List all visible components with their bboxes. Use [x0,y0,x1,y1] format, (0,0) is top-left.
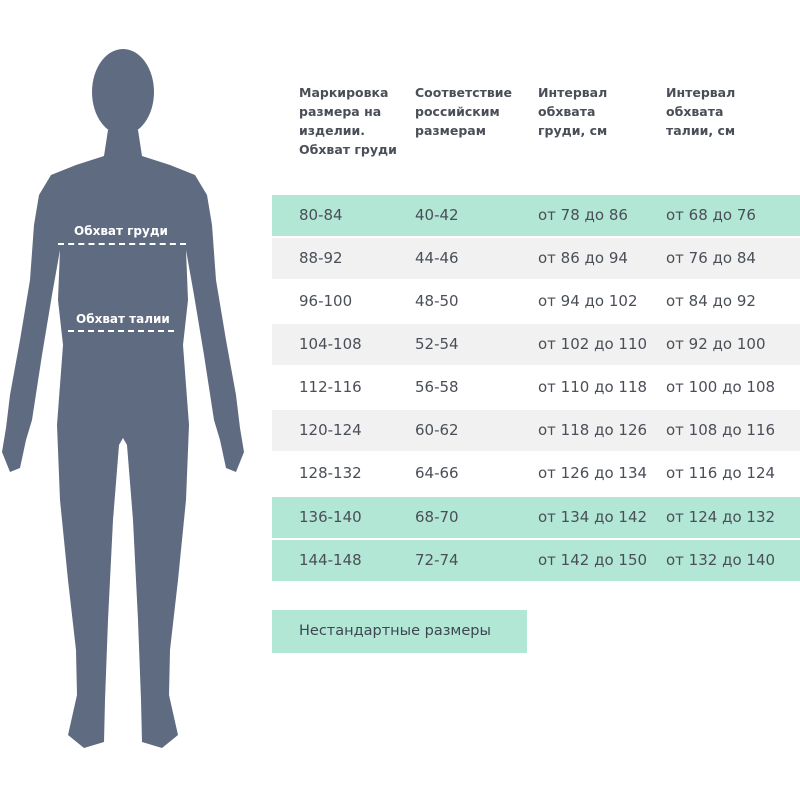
table-cell: от 142 до 150 [538,551,648,569]
table-cell: 40-42 [415,206,459,224]
table-cell: от 116 до 124 [666,464,776,482]
waist-line [68,330,174,332]
table-cell: 112-116 [299,378,362,396]
table-cell: 80-84 [299,206,343,224]
table-row: 136-140 68-70 от 134 до 142 от 124 до 132 [272,497,800,538]
table-row: 88-92 44-46 от 86 до 94 от 76 до 84 [272,238,800,279]
table-cell: 128-132 [299,464,362,482]
table-cell: 68-70 [415,508,459,526]
table-cell: от 86 до 94 [538,249,628,267]
table-cell: от 132 до 140 [666,551,776,569]
chest-line [58,243,186,245]
table-cell: 72-74 [415,551,459,569]
table-cell: 60-62 [415,421,459,439]
table-cell: 52-54 [415,335,459,353]
table-cell: 48-50 [415,292,459,310]
table-cell: от 108 до 116 [666,421,776,439]
table-cell: от 102 до 110 [538,335,648,353]
table-cell: 96-100 [299,292,353,310]
human-figure-icon [2,49,244,748]
header-chest-range: Интервал обхвата груди, см [538,85,608,138]
table-cell: 44-46 [415,249,459,267]
table-cell: от 134 до 142 [538,508,648,526]
head-shape [92,49,154,135]
table-cell: от 126 до 134 [538,464,648,482]
table-cell: от 110 до 118 [538,378,648,396]
table-cell: от 118 до 126 [538,421,648,439]
table-cell: 136-140 [299,508,362,526]
table-row: 104-108 52-54 от 102 до 110 от 92 до 100 [272,324,800,365]
header-waist-range: Интервал обхвата талии, см [666,85,736,138]
table-cell: 120-124 [299,421,362,439]
table-cell: 88-92 [299,249,343,267]
table-row: 80-84 40-42 от 78 до 86 от 68 до 76 [272,195,800,236]
table-cell: 56-58 [415,378,459,396]
table-cell: от 124 до 132 [666,508,776,526]
torso-limbs-shape [2,128,244,748]
table-cell: 64-66 [415,464,459,482]
chest-label: Обхват груди [74,224,168,238]
table-cell: от 92 до 100 [666,335,766,353]
table-row: 96-100 48-50 от 94 до 102 от 84 до 92 [272,281,800,322]
table-row: 128-132 64-66 от 126 до 134 от 116 до 124 [272,453,800,494]
table-cell: 144-148 [299,551,362,569]
table-row: 112-116 56-58 от 110 до 118 от 100 до 108 [272,367,800,408]
table-row: 120-124 60-62 от 118 до 126 от 108 до 116 [272,410,800,451]
table-cell: от 76 до 84 [666,249,756,267]
table-cell: от 78 до 86 [538,206,628,224]
table-cell: от 100 до 108 [666,378,776,396]
table-cell: от 68 до 76 [666,206,756,224]
table-row: 144-148 72-74 от 142 до 150 от 132 до 140 [272,540,800,581]
nonstandard-sizes-button[interactable]: Нестандартные размеры [272,610,527,653]
table-cell: 104-108 [299,335,362,353]
header-russian-size: Соответствие российским размерам [415,85,513,138]
table-cell: от 94 до 102 [538,292,638,310]
waist-label: Обхват талии [76,312,170,326]
table-cell: от 84 до 92 [666,292,756,310]
header-size-marking: Маркировка размера на изделии. Обхват гр… [299,85,397,157]
body-silhouette: Обхват груди Обхват талии [0,0,250,800]
